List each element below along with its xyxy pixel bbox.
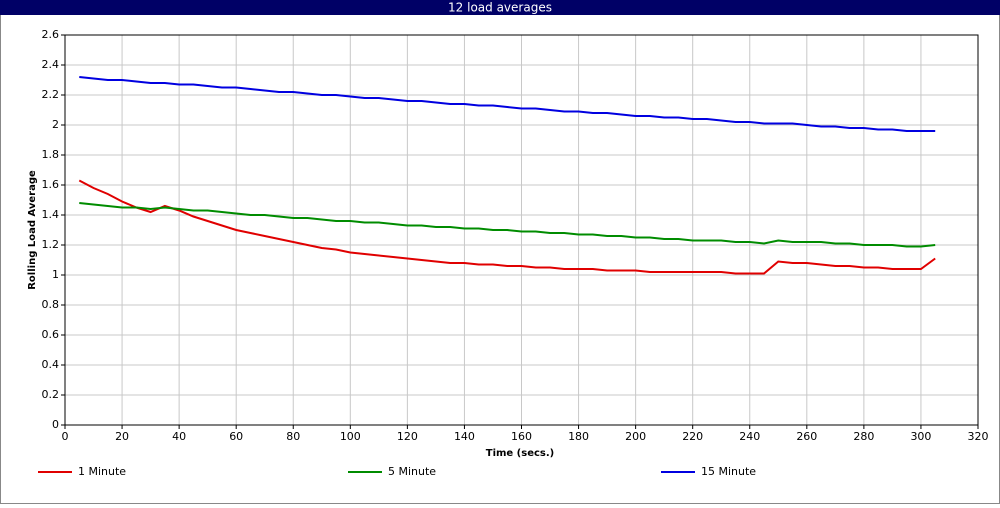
- legend-label: 5 Minute: [388, 465, 436, 478]
- y-tick-label: 0.2: [42, 388, 60, 401]
- series-line: [79, 76, 936, 132]
- x-tick-label: 100: [340, 430, 361, 443]
- x-tick-label: 20: [115, 430, 129, 443]
- x-tick-label: 240: [739, 430, 760, 443]
- x-tick-label: 160: [511, 430, 532, 443]
- series-line: [78, 179, 936, 275]
- x-tick-label: 260: [796, 430, 817, 443]
- x-tick-label: 180: [568, 430, 589, 443]
- y-tick-label: 1.2: [42, 238, 60, 251]
- y-tick-label: 2.4: [42, 58, 60, 71]
- chart-title: 12 load averages: [448, 1, 552, 15]
- x-tick-label: 320: [968, 430, 989, 443]
- legend-label: 1 Minute: [78, 465, 126, 478]
- y-tick-label: 0: [52, 418, 59, 431]
- y-tick-label: 0.8: [42, 298, 60, 311]
- y-tick-label: 1.8: [42, 148, 60, 161]
- legend-label: 15 Minute: [701, 465, 756, 478]
- x-tick-label: 0: [62, 430, 69, 443]
- series-line: [79, 202, 936, 248]
- y-tick-label: 2.2: [42, 88, 60, 101]
- x-tick-label: 280: [853, 430, 874, 443]
- y-tick-label: 0.4: [42, 358, 60, 371]
- x-tick-label: 40: [172, 430, 186, 443]
- y-tick-label: 2.6: [42, 28, 60, 41]
- x-tick-label: 140: [454, 430, 475, 443]
- x-tick-label: 220: [682, 430, 703, 443]
- y-tick-label: 1: [52, 268, 59, 281]
- y-tick-label: 1.4: [42, 208, 60, 221]
- x-tick-label: 80: [286, 430, 300, 443]
- x-tick-label: 200: [625, 430, 646, 443]
- y-tick-label: 0.6: [42, 328, 60, 341]
- x-tick-label: 60: [229, 430, 243, 443]
- y-axis-label: Rolling Load Average: [27, 170, 38, 290]
- plot-border: [64, 34, 979, 426]
- x-axis-label: Time (secs.): [486, 448, 555, 459]
- y-tick-label: 1.6: [42, 178, 60, 191]
- x-tick-label: 120: [397, 430, 418, 443]
- y-tick-label: 2: [52, 118, 59, 131]
- title-bar: [0, 0, 1000, 15]
- x-tick-label: 300: [910, 430, 931, 443]
